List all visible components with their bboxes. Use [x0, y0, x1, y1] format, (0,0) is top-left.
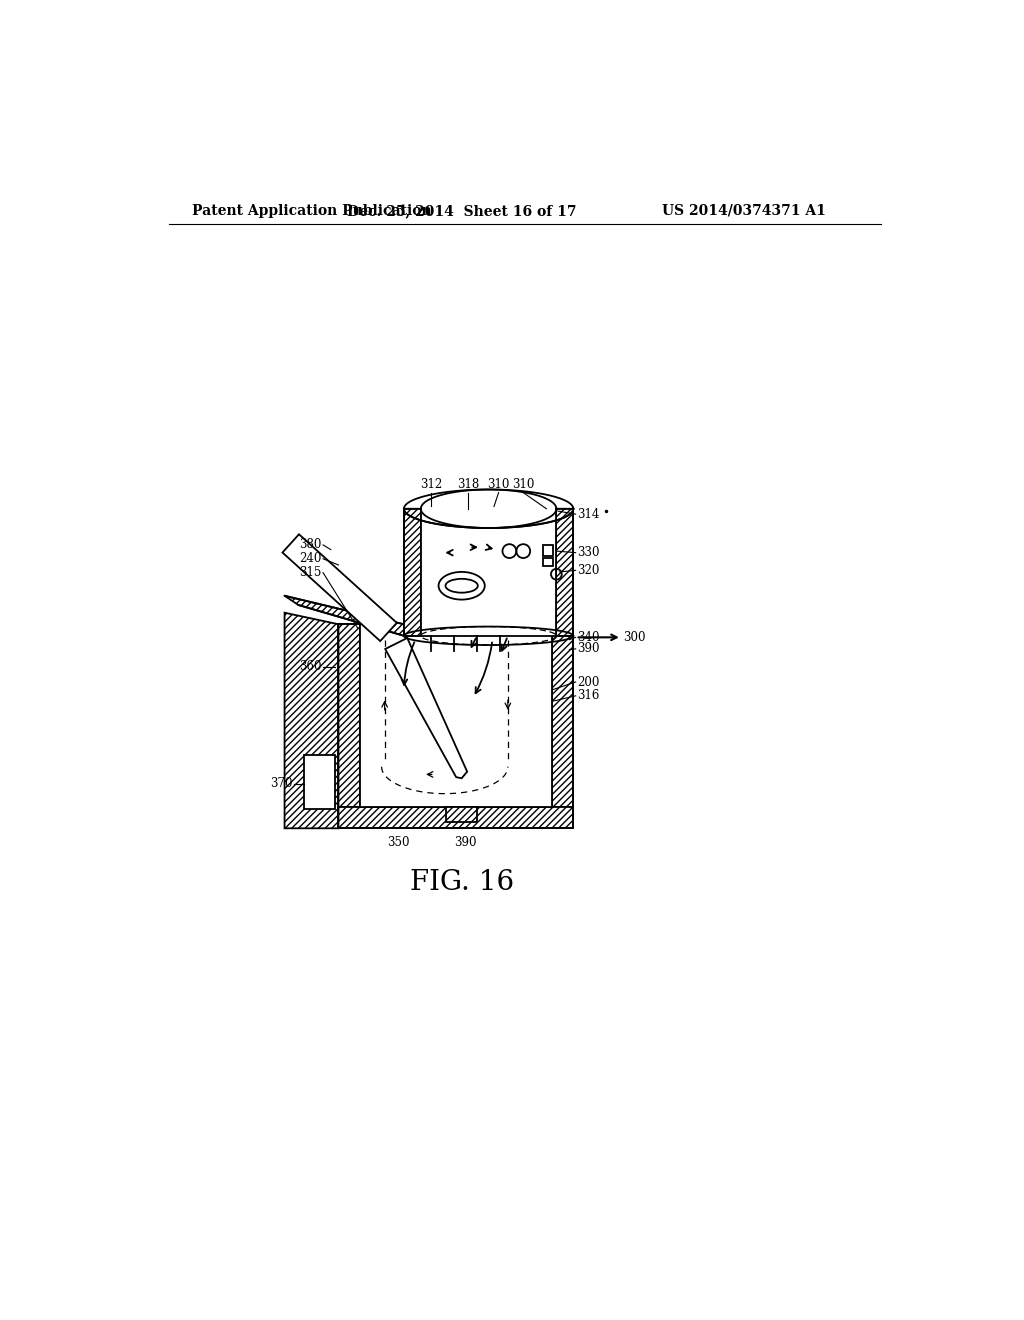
Bar: [543, 545, 553, 556]
Text: 370: 370: [269, 777, 292, 791]
Polygon shape: [552, 624, 573, 807]
Polygon shape: [339, 807, 573, 829]
Text: 390: 390: [578, 643, 600, 656]
Text: FIG. 16: FIG. 16: [410, 869, 514, 896]
Bar: [543, 558, 553, 566]
Text: 240: 240: [299, 552, 322, 565]
Polygon shape: [285, 612, 339, 829]
Text: 310: 310: [487, 478, 510, 491]
Polygon shape: [556, 508, 573, 636]
Polygon shape: [403, 508, 421, 636]
Text: 340: 340: [578, 631, 600, 644]
Polygon shape: [403, 508, 573, 528]
Text: 318: 318: [457, 478, 479, 491]
Text: 320: 320: [578, 564, 599, 577]
Polygon shape: [339, 624, 360, 807]
Polygon shape: [285, 595, 403, 636]
Text: 300: 300: [624, 631, 646, 644]
Polygon shape: [446, 807, 477, 822]
Text: 380: 380: [299, 539, 322, 552]
Bar: [360, 624, 552, 807]
Text: 350: 350: [387, 836, 410, 849]
Text: Dec. 25, 2014  Sheet 16 of 17: Dec. 25, 2014 Sheet 16 of 17: [347, 203, 577, 218]
Text: 360: 360: [299, 660, 322, 673]
Text: 315: 315: [299, 566, 322, 579]
Bar: [421, 508, 556, 636]
Text: 330: 330: [578, 546, 600, 560]
Text: 316: 316: [578, 689, 599, 702]
Bar: [304, 755, 335, 809]
Text: 312: 312: [420, 478, 442, 491]
Polygon shape: [385, 638, 467, 779]
Text: Patent Application Publication: Patent Application Publication: [193, 203, 432, 218]
Text: 310: 310: [512, 478, 535, 491]
Text: 314: 314: [578, 508, 599, 520]
Text: 200: 200: [578, 676, 599, 689]
Text: US 2014/0374371 A1: US 2014/0374371 A1: [662, 203, 825, 218]
Polygon shape: [283, 535, 396, 642]
Text: 390: 390: [455, 836, 477, 849]
